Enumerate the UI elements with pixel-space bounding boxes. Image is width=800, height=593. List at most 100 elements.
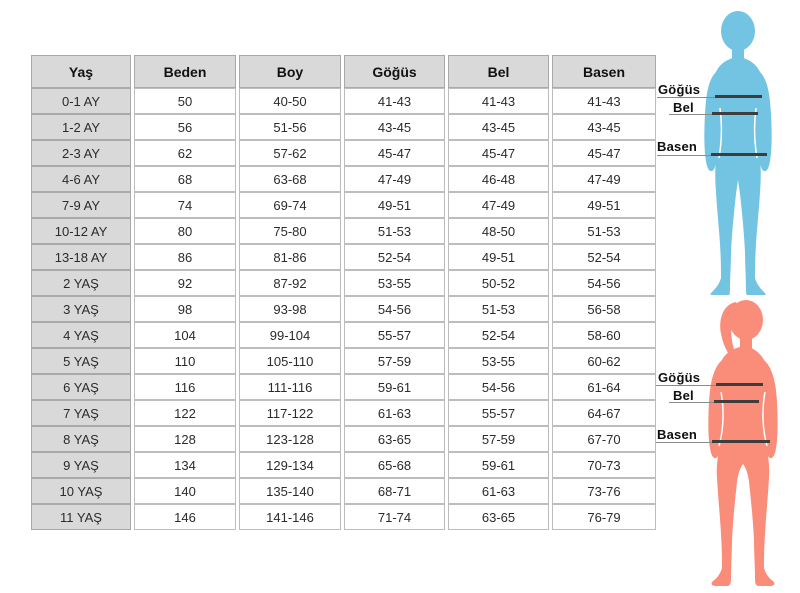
value-cell: 81-86 [239, 244, 341, 270]
value-cell: 55-57 [448, 400, 549, 426]
value-cell: 73-76 [552, 478, 656, 504]
value-cell: 51-53 [344, 218, 445, 244]
woman-chest-measure-line [716, 383, 763, 386]
value-cell: 87-92 [239, 270, 341, 296]
child-hip-measure-line [711, 153, 767, 156]
value-cell: 111-116 [239, 374, 341, 400]
value-cell: 54-56 [552, 270, 656, 296]
value-cell: 41-43 [448, 88, 549, 114]
value-cell: 50 [134, 88, 236, 114]
value-cell: 76-79 [552, 504, 656, 530]
value-cell: 50-52 [448, 270, 549, 296]
value-cell: 53-55 [344, 270, 445, 296]
value-cell: 47-49 [448, 192, 549, 218]
table-row: 4 YAŞ 104 99-104 55-57 52-54 58-60 [31, 322, 656, 348]
value-cell: 54-56 [448, 374, 549, 400]
table-row: 2 YAŞ 92 87-92 53-55 50-52 54-56 [31, 270, 656, 296]
table-row: 5 YAŞ 110 105-110 57-59 53-55 60-62 [31, 348, 656, 374]
value-cell: 86 [134, 244, 236, 270]
child-waist-measure-line [712, 112, 758, 115]
value-cell: 146 [134, 504, 236, 530]
child-chest-measure-line [715, 95, 762, 98]
value-cell: 70-73 [552, 452, 656, 478]
value-cell: 52-54 [344, 244, 445, 270]
value-cell: 51-53 [448, 296, 549, 322]
value-cell: 43-45 [344, 114, 445, 140]
value-cell: 49-51 [448, 244, 549, 270]
value-cell: 105-110 [239, 348, 341, 374]
age-cell: 4-6 AY [31, 166, 131, 192]
value-cell: 67-70 [552, 426, 656, 452]
value-cell: 110 [134, 348, 236, 374]
woman-hip-label: Basen [657, 427, 698, 442]
column-header: Basen [552, 55, 656, 88]
value-cell: 47-49 [344, 166, 445, 192]
table-row: 7-9 AY 74 69-74 49-51 47-49 49-51 [31, 192, 656, 218]
table-row: 9 YAŞ 134 129-134 65-68 59-61 70-73 [31, 452, 656, 478]
value-cell: 49-51 [344, 192, 445, 218]
value-cell: 141-146 [239, 504, 341, 530]
woman-waist-measure-line [714, 400, 759, 403]
value-cell: 135-140 [239, 478, 341, 504]
value-cell: 59-61 [344, 374, 445, 400]
value-cell: 58-60 [552, 322, 656, 348]
column-header: Boy [239, 55, 341, 88]
child-chest-label: Göğüs [658, 82, 701, 97]
value-cell: 140 [134, 478, 236, 504]
value-cell: 52-54 [448, 322, 549, 348]
value-cell: 56-58 [552, 296, 656, 322]
age-cell: 10-12 AY [31, 218, 131, 244]
size-table-body: 0-1 AY 50 40-50 41-43 41-43 41-43 1-2 AY 56 51-5… [31, 88, 656, 530]
value-cell: 74 [134, 192, 236, 218]
value-cell: 80 [134, 218, 236, 244]
column-header: Beden [134, 55, 236, 88]
table-row: 10-12 AY 80 75-80 51-53 48-50 51-53 [31, 218, 656, 244]
woman-waist-label: Bel [673, 388, 694, 403]
value-cell: 55-57 [344, 322, 445, 348]
table-row: 6 YAŞ 116 111-116 59-61 54-56 61-64 [31, 374, 656, 400]
child-waist-label: Bel [673, 100, 694, 115]
table-row: 10 YAŞ 140 135-140 68-71 61-63 73-76 [31, 478, 656, 504]
value-cell: 64-67 [552, 400, 656, 426]
value-cell: 54-56 [344, 296, 445, 322]
value-cell: 45-47 [344, 140, 445, 166]
woman-chest-leader-line [656, 385, 763, 386]
table-row: 2-3 AY 62 57-62 45-47 45-47 45-47 [31, 140, 656, 166]
table-row: 13-18 AY 86 81-86 52-54 49-51 52-54 [31, 244, 656, 270]
value-cell: 59-61 [448, 452, 549, 478]
value-cell: 57-62 [239, 140, 341, 166]
age-cell: 5 YAŞ [31, 348, 131, 374]
woman-hip-measure-line [712, 440, 770, 443]
value-cell: 63-68 [239, 166, 341, 192]
age-cell: 3 YAŞ [31, 296, 131, 322]
value-cell: 71-74 [344, 504, 445, 530]
value-cell: 49-51 [552, 192, 656, 218]
value-cell: 46-48 [448, 166, 549, 192]
value-cell: 116 [134, 374, 236, 400]
age-cell: 2-3 AY [31, 140, 131, 166]
value-cell: 40-50 [239, 88, 341, 114]
value-cell: 104 [134, 322, 236, 348]
age-cell: 7 YAŞ [31, 400, 131, 426]
column-header: Yaş [31, 55, 131, 88]
value-cell: 63-65 [448, 504, 549, 530]
value-cell: 123-128 [239, 426, 341, 452]
age-cell: 2 YAŞ [31, 270, 131, 296]
table-row: 8 YAŞ 128 123-128 63-65 57-59 67-70 [31, 426, 656, 452]
size-table: Yaş Beden Boy Göğüs Bel Basen 0-1 AY 50 40-50 41… [28, 55, 659, 530]
value-cell: 117-122 [239, 400, 341, 426]
value-cell: 68-71 [344, 478, 445, 504]
value-cell: 69-74 [239, 192, 341, 218]
table-row: 7 YAŞ 122 117-122 61-63 55-57 64-67 [31, 400, 656, 426]
age-cell: 8 YAŞ [31, 426, 131, 452]
value-cell: 41-43 [344, 88, 445, 114]
value-cell: 61-63 [448, 478, 549, 504]
value-cell: 60-62 [552, 348, 656, 374]
value-cell: 63-65 [344, 426, 445, 452]
age-cell: 9 YAŞ [31, 452, 131, 478]
value-cell: 62 [134, 140, 236, 166]
value-cell: 45-47 [552, 140, 656, 166]
value-cell: 47-49 [552, 166, 656, 192]
size-table-header: Yaş Beden Boy Göğüs Bel Basen [31, 55, 656, 88]
value-cell: 45-47 [448, 140, 549, 166]
